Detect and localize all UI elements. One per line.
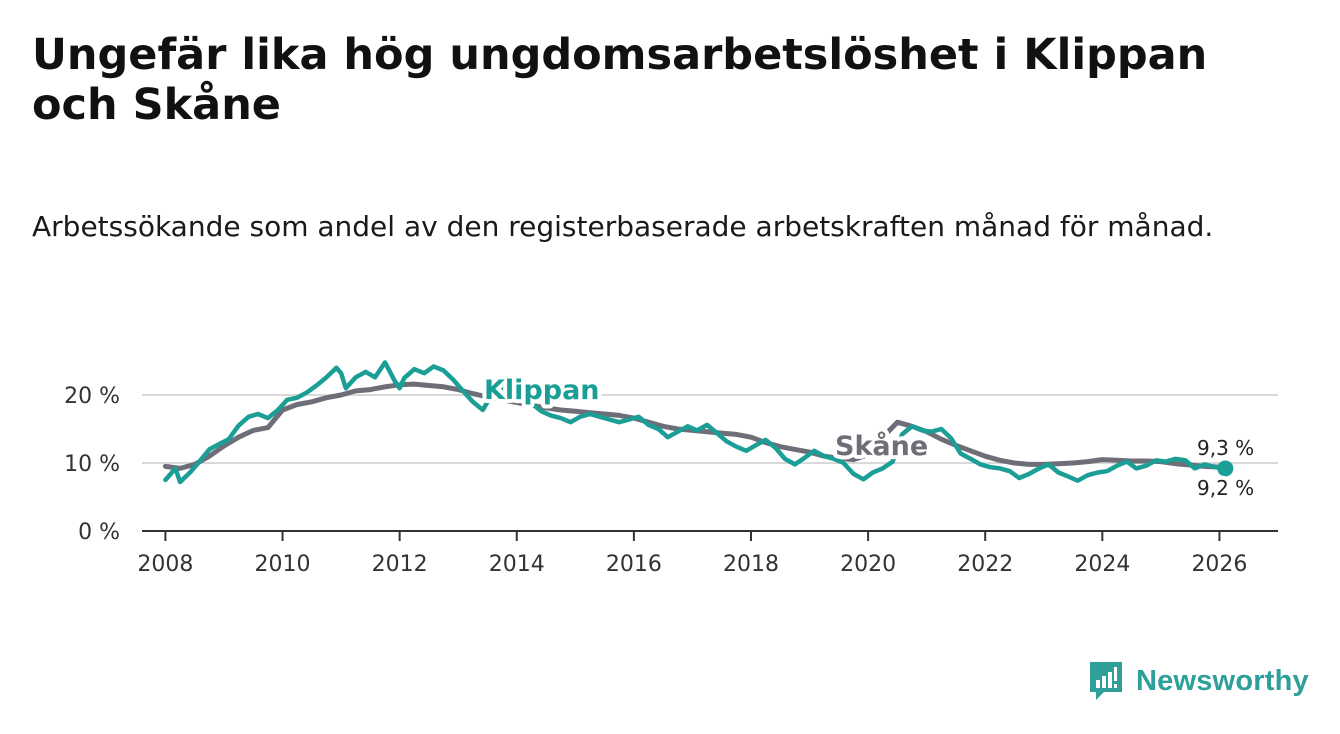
klippan-end-marker: [1217, 460, 1234, 477]
svg-text:Skåne: Skåne: [835, 430, 928, 462]
klippan-end-value: 9,2 %9,2 %: [1193, 472, 1258, 504]
x-tick-label: 2024: [1074, 552, 1130, 577]
y-tick-label: 20 %: [64, 384, 120, 409]
x-tick-label: 2022: [957, 552, 1013, 577]
svg-text:Klippan: Klippan: [484, 375, 600, 406]
chart-title: Ungefär lika hög ungdomsarbetslöshet i K…: [32, 30, 1208, 130]
x-tick-label: 2008: [137, 552, 193, 577]
y-tick-label: 0 %: [78, 520, 120, 545]
x-tick-label: 2016: [606, 552, 662, 577]
skane-end-value: 9,3 %9,3 %: [1193, 432, 1258, 464]
x-tick-label: 2010: [255, 552, 311, 577]
svg-text:9,2 %: 9,2 %: [1197, 476, 1254, 500]
x-tick-label: 2026: [1191, 552, 1247, 577]
axes: 0 % 10 % 20 % 2008 2010 2012 2014 2016 2018 2020 2…: [64, 384, 1278, 577]
svg-text:Klippan: Klippan: [484, 375, 600, 406]
x-tick-label: 2020: [840, 552, 896, 577]
brand-name: Newsworthy: [1136, 664, 1309, 697]
x-tick-label: 2012: [372, 552, 428, 577]
series-line-skane: [162, 381, 1228, 471]
series-layer: [162, 360, 1234, 485]
newsworthy-brand: Newsworthy: [1088, 660, 1309, 702]
svg-text:Skåne: Skåne: [835, 430, 928, 462]
x-tick-label: 2018: [723, 552, 779, 577]
y-tick-label: 10 %: [64, 452, 120, 477]
x-tick-label: 2014: [489, 552, 545, 577]
newsworthy-logo-icon: [1090, 662, 1122, 700]
series-line-klippan: [163, 360, 1228, 485]
svg-text:9,3 %: 9,3 %: [1197, 436, 1254, 460]
chart-subtitle: Arbetssökande som andel av den registerb…: [32, 210, 1214, 243]
svg-text:9,2 %: 9,2 %: [1197, 476, 1254, 500]
svg-text:9,3 %: 9,3 %: [1197, 436, 1254, 460]
